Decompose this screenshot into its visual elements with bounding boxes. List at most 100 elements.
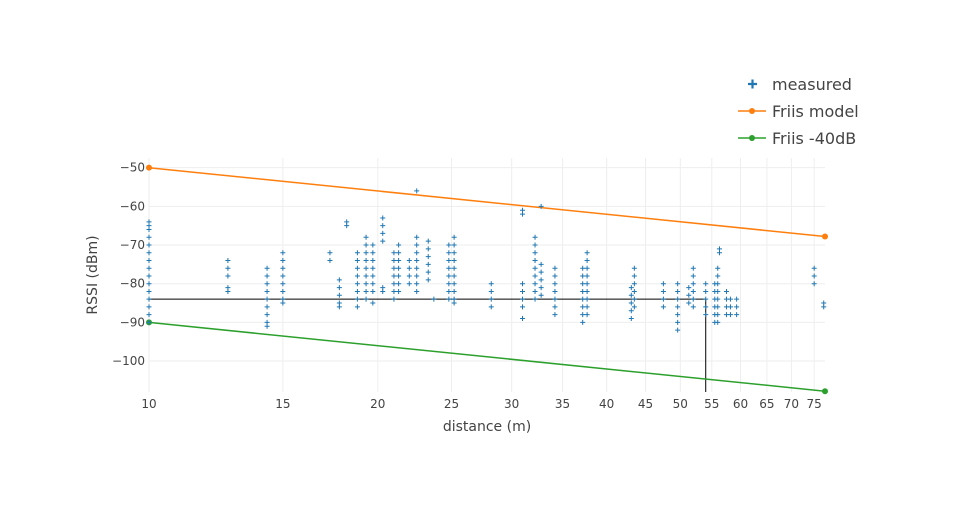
measured-point xyxy=(391,281,397,287)
measured-point xyxy=(675,281,681,287)
measured-point xyxy=(146,250,152,256)
measured-point xyxy=(532,257,538,263)
measured-point xyxy=(715,296,721,302)
measured-point xyxy=(703,304,709,310)
measured-point xyxy=(532,234,538,240)
measured-point xyxy=(451,250,457,256)
measured-point xyxy=(631,296,637,302)
measured-point xyxy=(425,277,431,283)
measured-point xyxy=(280,281,286,287)
measured-point xyxy=(396,242,402,248)
measured-point xyxy=(264,296,270,302)
measured-point xyxy=(520,304,526,310)
measured-point xyxy=(396,288,402,294)
measured-point xyxy=(396,273,402,279)
measured-point xyxy=(380,238,386,244)
measured-point xyxy=(628,285,634,291)
measured-point xyxy=(406,257,412,263)
measured-point xyxy=(336,292,342,298)
measured-point xyxy=(703,312,709,318)
y-axis-ticks: −50 −60 −70 −80 −90 −100 xyxy=(112,161,145,368)
measured-point xyxy=(520,296,526,302)
measured-point xyxy=(446,242,452,248)
measured-point xyxy=(391,273,397,279)
measured-point xyxy=(406,281,412,287)
friis-model-line xyxy=(148,166,826,238)
measured-point xyxy=(414,250,420,256)
x-tick-label: 45 xyxy=(638,397,653,411)
measured-point xyxy=(631,288,637,294)
measured-point xyxy=(690,265,696,271)
measured-point xyxy=(280,250,286,256)
x-tick-label: 15 xyxy=(275,397,290,411)
x-tick-label: 25 xyxy=(444,397,459,411)
measured-point xyxy=(538,261,544,267)
measured-point xyxy=(584,296,590,302)
measured-point xyxy=(446,257,452,263)
y-tick-label: −100 xyxy=(112,354,145,368)
measured-point xyxy=(446,273,452,279)
measured-point xyxy=(715,304,721,310)
measured-point xyxy=(370,273,376,279)
measured-point xyxy=(264,323,270,329)
measured-point xyxy=(811,265,817,271)
measured-point xyxy=(451,234,457,240)
measured-point xyxy=(584,265,590,271)
measured-point xyxy=(628,308,634,314)
measured-point xyxy=(146,273,152,279)
measured-point xyxy=(631,265,637,271)
measured-point xyxy=(363,273,369,279)
legend-item[interactable]: Friis -40dB xyxy=(738,129,856,148)
y-tick-label: −80 xyxy=(120,277,145,291)
measured-point xyxy=(686,285,692,291)
measured-point xyxy=(414,281,420,287)
measured-point xyxy=(552,265,558,271)
measured-point xyxy=(146,242,152,248)
measured-point xyxy=(734,312,740,318)
measured-point xyxy=(532,242,538,248)
measured-point xyxy=(225,288,231,294)
measured-point xyxy=(690,273,696,279)
measured-point xyxy=(628,292,634,298)
measured-point xyxy=(538,292,544,298)
measured-point xyxy=(451,257,457,263)
measured-point xyxy=(380,215,386,221)
measured-point xyxy=(446,250,452,256)
measured-point xyxy=(414,273,420,279)
measured-point xyxy=(451,273,457,279)
measured-point xyxy=(727,312,733,318)
measured-point xyxy=(264,265,270,271)
measured-point xyxy=(690,296,696,302)
measured-point xyxy=(264,281,270,287)
measured-point xyxy=(370,288,376,294)
measured-point xyxy=(446,265,452,271)
measured-point xyxy=(406,273,412,279)
measured-point xyxy=(552,312,558,318)
measured-point xyxy=(146,304,152,310)
measured-point xyxy=(723,288,729,294)
measured-point xyxy=(391,288,397,294)
measured-point xyxy=(396,281,402,287)
friis-model-point xyxy=(822,233,828,240)
legend[interactable]: measured Friis model Friis -40dB xyxy=(738,75,859,148)
measured-point xyxy=(631,304,637,310)
measured-point xyxy=(631,273,637,279)
legend-item[interactable]: measured xyxy=(748,75,852,94)
measured-point xyxy=(354,288,360,294)
measured-point xyxy=(425,269,431,275)
measured-point xyxy=(264,288,270,294)
measured-point xyxy=(821,304,827,310)
measured-point xyxy=(391,296,397,302)
legend-item[interactable]: Friis model xyxy=(738,102,859,121)
measured-point xyxy=(675,312,681,318)
measured-point xyxy=(532,281,538,287)
measured-point xyxy=(425,254,431,260)
measured-point xyxy=(396,257,402,263)
measured-point xyxy=(363,257,369,263)
y-tick-label: −70 xyxy=(120,238,145,252)
measured-point xyxy=(675,288,681,294)
measured-point xyxy=(146,227,152,233)
x-tick-label: 20 xyxy=(370,397,385,411)
measured-point xyxy=(552,296,558,302)
